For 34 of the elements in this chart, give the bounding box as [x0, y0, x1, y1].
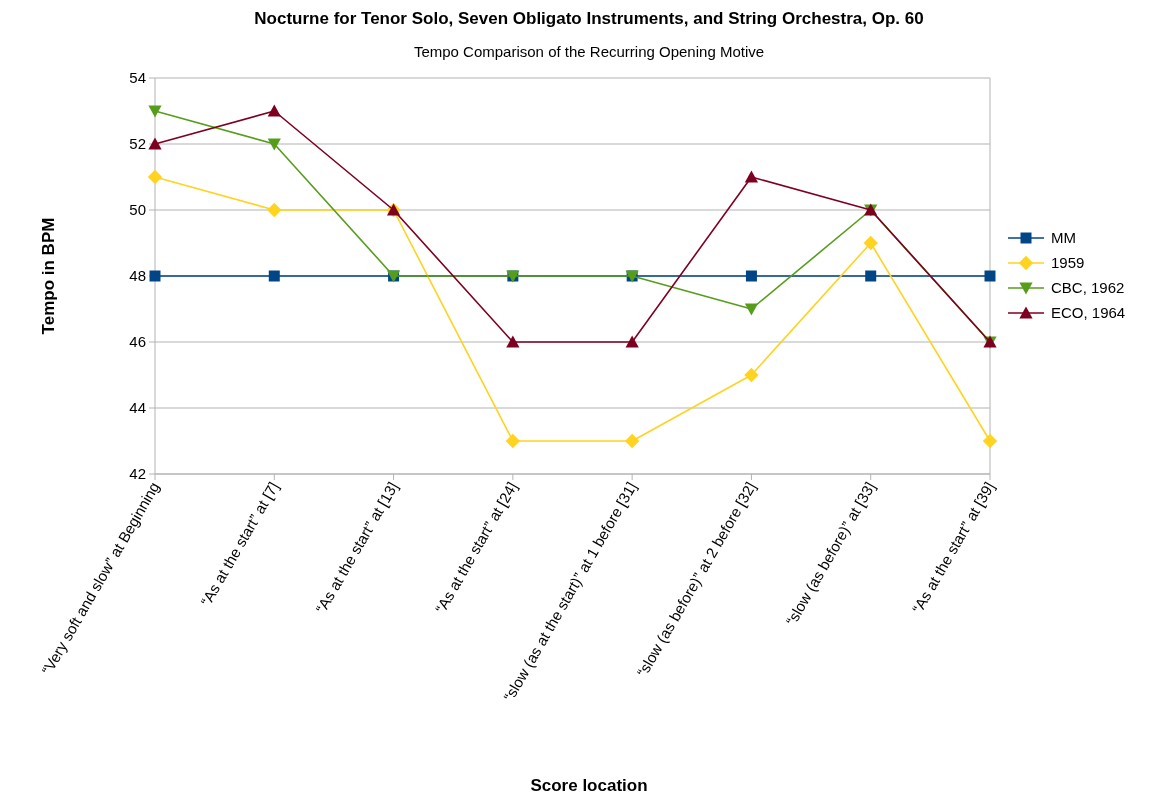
y-tick-label: 42: [129, 465, 146, 483]
point: [982, 433, 998, 449]
y-tick-label: 46: [129, 333, 146, 351]
y-tick-label: 44: [129, 399, 146, 417]
point: [745, 270, 757, 282]
y-tick-label: 48: [129, 267, 146, 285]
y-tick-label: 50: [129, 201, 146, 219]
chart-subtitle: Tempo Comparison of the Recurring Opening Motive: [413, 43, 765, 60]
x-axis-title: Score location: [530, 776, 648, 795]
point: [744, 170, 759, 183]
y-tick-label: 52: [129, 135, 146, 153]
legend-label: CBC, 1962: [1051, 279, 1125, 297]
legend-label: ECO, 1964: [1051, 304, 1126, 322]
chart-title: Nocturne for Tenor Solo, Seven Obligato Instruments, and String Orchestra, Op. 60: [254, 9, 924, 28]
point: [744, 367, 759, 383]
point: [744, 303, 759, 316]
y-axis-title: Tempo in BPM: [39, 217, 58, 335]
point: [267, 104, 281, 117]
legend-label: 1959: [1051, 254, 1085, 272]
point: [863, 235, 878, 251]
point: [267, 202, 282, 218]
legend-label: MM: [1051, 229, 1076, 247]
point: [984, 270, 996, 282]
point: [267, 138, 281, 151]
point: [147, 169, 163, 185]
point: [148, 137, 162, 150]
point: [268, 270, 280, 282]
point: [624, 433, 640, 449]
point: [865, 270, 877, 282]
point: [148, 105, 162, 118]
point: [625, 335, 639, 348]
point: [505, 433, 521, 449]
y-tick-label: 54: [129, 69, 146, 87]
point: [506, 335, 520, 348]
